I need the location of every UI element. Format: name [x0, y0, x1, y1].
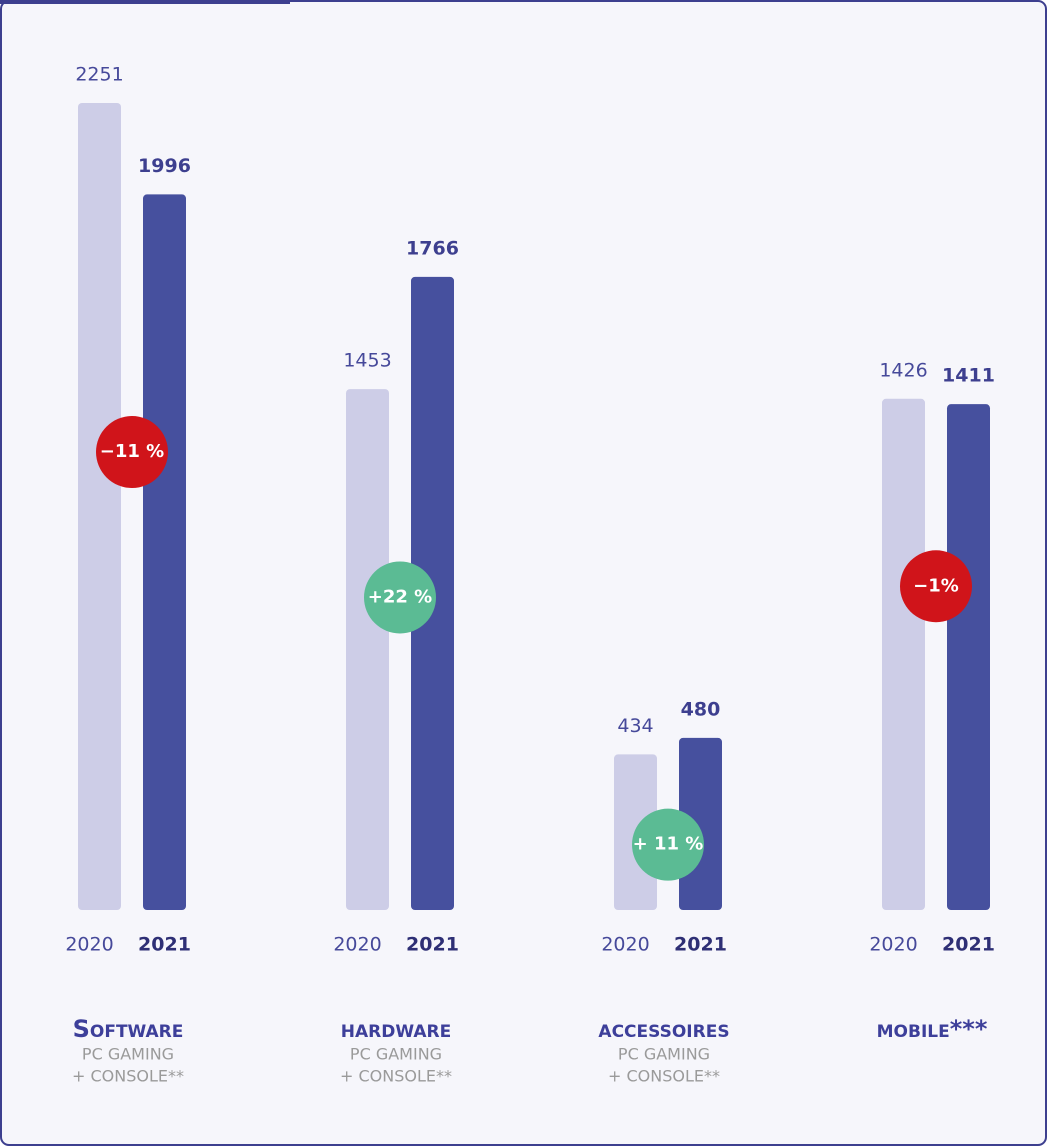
year-label: 2021 [942, 934, 995, 956]
change-badge [96, 416, 168, 489]
value-label: 2251 [75, 64, 123, 86]
category-subtitle: + CONSOLE** [72, 1067, 184, 1086]
category-subtitle: PC GAMING [350, 1045, 442, 1064]
value-label: 1996 [138, 155, 191, 177]
change-label: −1% [913, 575, 959, 596]
year-label: 2021 [138, 934, 191, 956]
bar [143, 194, 186, 910]
value-label: 1453 [343, 350, 391, 372]
change-label: + 11 % [633, 834, 704, 855]
category-label: mobile*** [877, 1015, 988, 1043]
year-label: 2020 [869, 934, 917, 956]
category-subtitle: + CONSOLE** [608, 1067, 720, 1086]
year-label: 2020 [65, 934, 113, 956]
year-label: 2020 [333, 934, 381, 956]
category-label: hardware [341, 1015, 451, 1043]
category-subtitle: PC GAMING [82, 1045, 174, 1064]
category-subtitle: PC GAMING [618, 1045, 710, 1064]
value-label: 1411 [942, 365, 995, 387]
bar [947, 404, 990, 910]
value-label: 1426 [879, 359, 927, 381]
change-badge [632, 808, 704, 881]
year-label: 2021 [406, 934, 459, 956]
change-badge [364, 561, 436, 634]
year-label: 2020 [601, 934, 649, 956]
category-subtitle: + CONSOLE** [340, 1067, 452, 1086]
bar [78, 103, 121, 910]
change-label: +22 % [368, 586, 432, 607]
value-label: 1766 [406, 237, 459, 259]
value-label: 480 [681, 698, 721, 720]
change-label: −11 % [100, 441, 164, 462]
bar [346, 389, 389, 910]
bar [882, 398, 925, 910]
category-label: Software [73, 1015, 184, 1043]
year-label: 2021 [674, 934, 727, 956]
category-label: accessoires [598, 1015, 729, 1043]
change-badge [900, 550, 972, 623]
value-label: 434 [617, 715, 653, 737]
